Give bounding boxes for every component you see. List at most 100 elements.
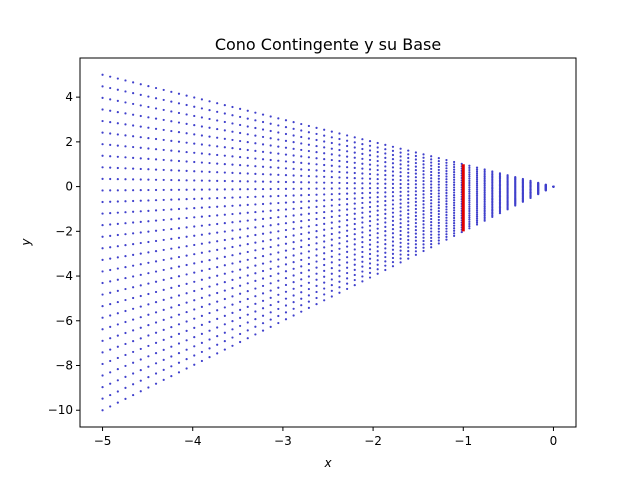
cone-point [414, 232, 417, 235]
cone-point [109, 166, 112, 169]
cone-point [437, 230, 440, 233]
cone-point [124, 112, 127, 115]
cone-point [453, 222, 456, 225]
cone-point [208, 329, 211, 332]
cone-point [330, 227, 333, 230]
cone-point [468, 177, 471, 180]
cone-point [368, 196, 372, 199]
cone-point [269, 137, 272, 140]
cone-point [445, 219, 448, 222]
cone-point [407, 250, 410, 253]
cone-point [132, 102, 135, 106]
cone-point [239, 123, 242, 127]
cone-point [246, 337, 249, 340]
cone-point [162, 228, 165, 232]
cone-point [300, 284, 303, 287]
cone-point [368, 187, 372, 190]
cone-point [124, 101, 127, 104]
cone-point [475, 197, 479, 201]
cone-point [101, 108, 104, 111]
cone-point [368, 248, 372, 251]
cone-point [300, 297, 303, 300]
cone-point [475, 217, 479, 220]
cone-point [361, 241, 364, 244]
cone-point [132, 393, 135, 397]
cone-point [430, 243, 433, 246]
cone-point [368, 182, 372, 185]
cone-point [353, 278, 356, 282]
cone-point [269, 296, 272, 299]
cone-point [208, 144, 211, 147]
cone-point [223, 163, 226, 166]
cone-point [430, 183, 433, 186]
cone-point [384, 152, 387, 155]
cone-point [292, 174, 295, 177]
cone-point [430, 230, 433, 233]
cone-point [239, 147, 242, 151]
cone-point [391, 252, 395, 255]
cone-point [200, 224, 203, 227]
cone-point [269, 224, 272, 227]
cone-point [284, 249, 288, 252]
cone-point [330, 141, 333, 145]
cone-point [330, 255, 333, 258]
cone-point [154, 178, 158, 181]
cone-point [491, 204, 494, 208]
cone-point [200, 350, 203, 354]
cone-point [132, 221, 135, 224]
cone-point [384, 156, 387, 159]
cone-point [185, 320, 188, 323]
cone-point [132, 264, 135, 267]
cone-point [170, 218, 173, 221]
cone-point [162, 238, 165, 242]
cone-point [300, 213, 303, 216]
cone-point [208, 259, 211, 262]
cone-point [498, 212, 502, 215]
cone-point [414, 151, 417, 154]
cone-point [231, 180, 234, 183]
cone-point [231, 245, 234, 249]
cone-point [185, 226, 188, 229]
cone-point [109, 143, 112, 146]
cone-point [101, 258, 104, 261]
cone-point [453, 196, 456, 199]
cone-point [353, 243, 356, 246]
cone-point [193, 179, 196, 182]
cone-point [193, 243, 196, 247]
cone-point [170, 345, 173, 348]
cone-point [109, 359, 112, 363]
cone-point [231, 319, 234, 323]
cone-point [346, 203, 349, 206]
cone-point [124, 145, 127, 148]
cone-point [170, 100, 173, 103]
cone-point [216, 214, 219, 217]
cone-point [391, 178, 395, 181]
x-tick-label: 0 [550, 434, 558, 448]
cone-point [384, 251, 387, 254]
cone-point [193, 142, 196, 145]
cone-point [323, 187, 326, 190]
x-axis-ticks: −5 −4 −3 −2 −1 0 [94, 427, 558, 448]
cone-point [491, 186, 494, 189]
cone-point [353, 156, 356, 159]
cone-point [284, 276, 288, 280]
cone-point [246, 274, 249, 277]
cone-point [361, 236, 364, 239]
cone-point [269, 274, 272, 278]
cone-point [491, 212, 494, 215]
cone-point [307, 300, 310, 303]
cone-point [491, 215, 494, 219]
cone-point [246, 148, 249, 152]
cone-point [193, 262, 196, 265]
cone-point [307, 149, 310, 153]
cone-point [254, 195, 257, 198]
cone-point [414, 154, 417, 158]
cone-point [223, 137, 226, 140]
cone-point [177, 294, 181, 297]
cone-point [200, 278, 203, 281]
cone-point [475, 219, 479, 222]
cone-point [376, 177, 379, 181]
cone-point [101, 409, 104, 412]
cone-point [132, 243, 135, 246]
cone-point [254, 256, 257, 260]
